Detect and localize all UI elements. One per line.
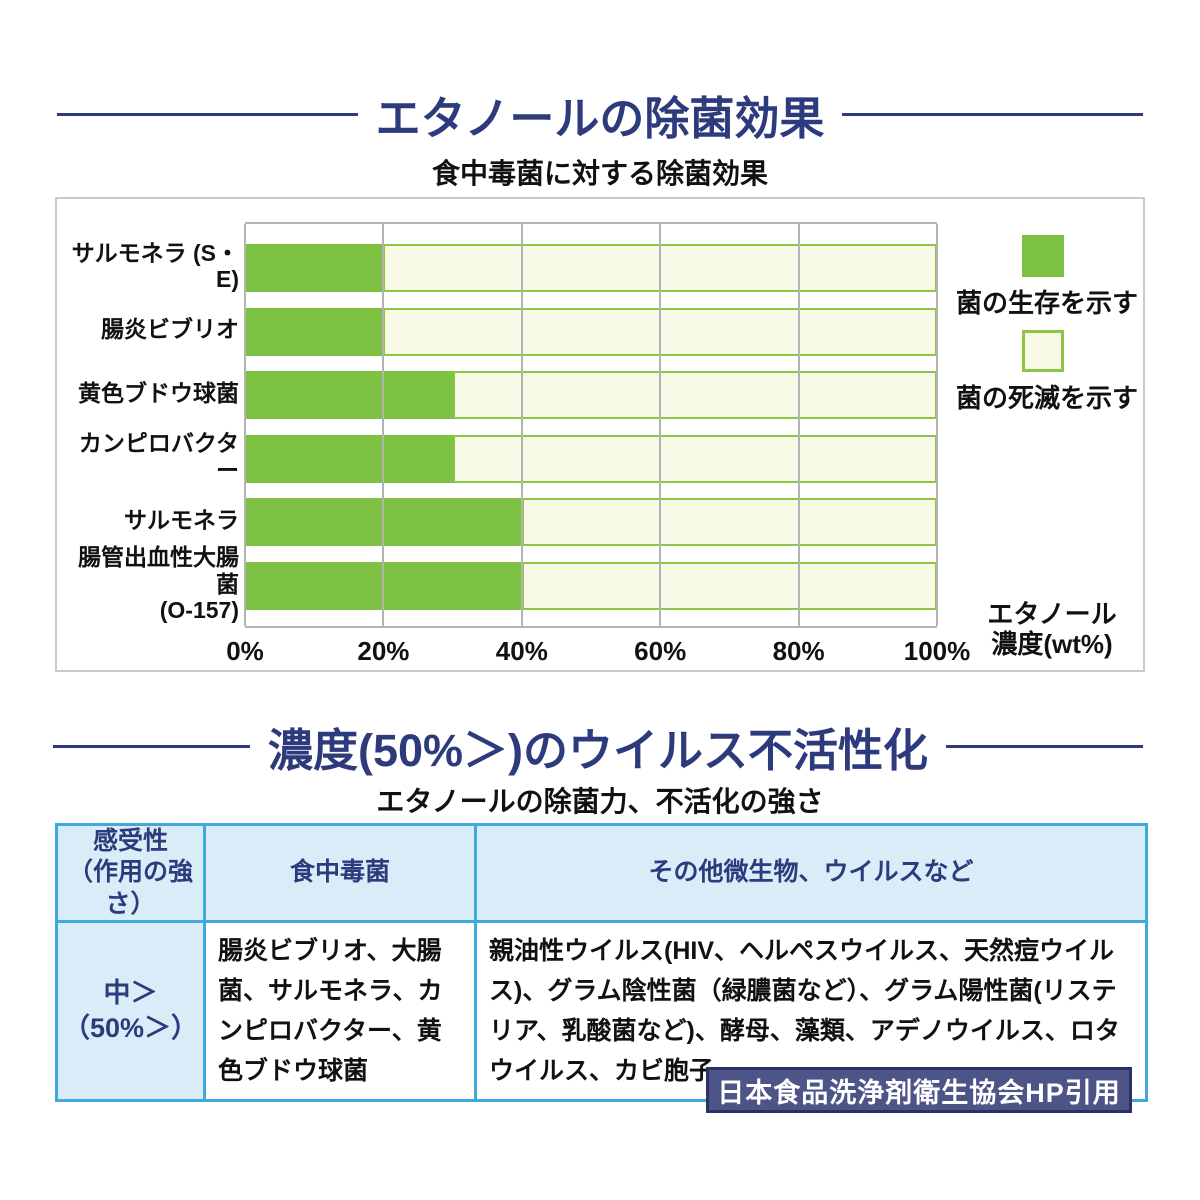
category-label: カンピロバクター bbox=[78, 430, 239, 483]
section1-title-text: エタノールの除菌効果 bbox=[375, 93, 825, 144]
section2-title-text: 濃度(50%＞)のウイルス不活性化 bbox=[267, 725, 929, 776]
category-label: 腸炎ビブリオ bbox=[101, 316, 239, 343]
header-sensitivity: 感受性 （作用の強さ） bbox=[55, 823, 206, 923]
sensitivity-table: 感受性 （作用の強さ） 食中毒菌 その他微生物、ウイルスなど 中＞ （50%＞）… bbox=[55, 823, 1148, 1102]
bar-chart-frame: サルモネラ (S・E) 腸炎ビブリオ黄色ブドウ球菌カンピロバクターサルモネラ腸管出… bbox=[55, 197, 1145, 672]
gridline bbox=[659, 224, 662, 626]
x-axis-tick: 20% bbox=[357, 636, 410, 666]
gridline bbox=[936, 224, 938, 626]
gridline bbox=[797, 224, 800, 626]
bar-survive-segment bbox=[245, 371, 453, 420]
category-label: サルモネラ bbox=[124, 507, 239, 534]
bar-survive-segment bbox=[245, 434, 453, 483]
x-axis-tick: 80% bbox=[772, 636, 825, 666]
bar-dead-segment bbox=[452, 434, 937, 483]
bar-dead-segment bbox=[452, 371, 937, 420]
x-axis-tick: 100% bbox=[903, 636, 971, 666]
x-axis-tick: 60% bbox=[634, 636, 687, 666]
bar-chart-plot-area bbox=[244, 222, 938, 628]
gridline bbox=[520, 224, 523, 626]
header-food-bacteria: 食中毒菌 bbox=[203, 823, 477, 923]
title-rule-left bbox=[53, 745, 250, 748]
section1-title: エタノールの除菌効果 bbox=[57, 82, 1143, 147]
bar-survive-segment bbox=[245, 307, 384, 356]
legend-survive-swatch bbox=[1022, 235, 1064, 277]
source-citation-badge: 日本食品洗浄剤衛生協会HP引用 bbox=[706, 1067, 1132, 1113]
category-label: 腸管出血性大腸菌 (O-157) bbox=[78, 544, 239, 624]
header-other-microbes: その他微生物、ウイルスなど bbox=[474, 823, 1148, 923]
legend-dead-swatch bbox=[1022, 330, 1064, 372]
title-rule-right bbox=[946, 745, 1144, 748]
section2-title: 濃度(50%＞)のウイルス不活性化 bbox=[53, 714, 1144, 779]
x-axis-tick: 40% bbox=[495, 636, 548, 666]
chart-subtitle: 食中毒菌に対する除菌効果 bbox=[431, 158, 768, 189]
bar-dead-segment bbox=[521, 498, 937, 547]
legend-survive-label: 菌の生存を示す bbox=[955, 288, 1138, 318]
title-rule-right bbox=[842, 113, 1143, 116]
bar-survive-segment bbox=[245, 244, 384, 292]
table-header-row: 感受性 （作用の強さ） 食中毒菌 その他微生物、ウイルスなど bbox=[55, 823, 1148, 923]
cell-food-bacteria: 腸炎ビブリオ、大腸菌、サルモネラ、カンピロバクター、黄色ブドウ球菌 bbox=[203, 919, 477, 1102]
gridline bbox=[244, 224, 246, 626]
title-rule-left bbox=[57, 113, 358, 116]
x-axis-tick: 0% bbox=[226, 636, 264, 666]
x-axis-unit-label: エタノール 濃度(wt%) bbox=[987, 599, 1117, 659]
cell-sensitivity: 中＞ （50%＞） bbox=[55, 919, 206, 1102]
legend-dead-label: 菌の死滅を示す bbox=[955, 383, 1138, 413]
category-label: 黄色ブドウ球菌 bbox=[78, 379, 239, 406]
category-label: サルモネラ (S・E) bbox=[71, 239, 239, 292]
gridline bbox=[382, 224, 385, 626]
table-subtitle: エタノールの除菌力、不活化の強さ bbox=[376, 786, 824, 817]
bar-dead-segment bbox=[521, 562, 937, 610]
